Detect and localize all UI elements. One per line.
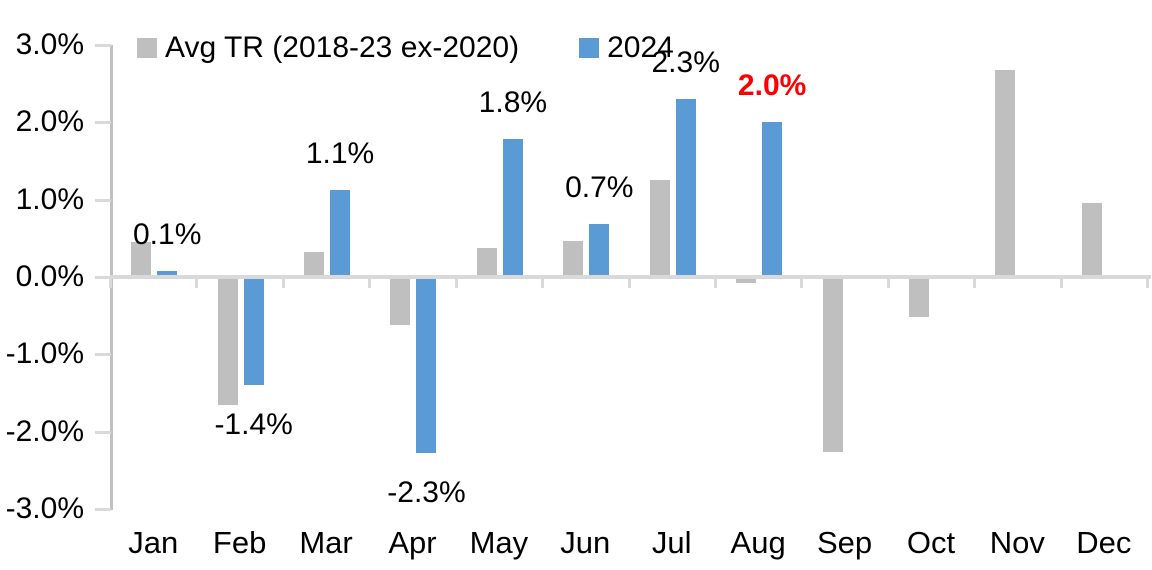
data-label-aug: 2.0% — [737, 69, 807, 103]
bar-avg-apr — [390, 277, 411, 325]
data-label-jan: 0.1% — [133, 217, 202, 251]
legend-swatch-avg-tr — [137, 38, 157, 58]
y-tick-label--3.0%: -3.0% — [5, 491, 84, 525]
x-axis-tick — [1059, 279, 1063, 288]
x-axis-tick — [627, 279, 631, 288]
y-tick-label-0.0%: 0.0% — [15, 260, 84, 293]
x-axis-tick — [1146, 279, 1149, 288]
data-label-jun: 0.7% — [565, 170, 634, 204]
bar-avg-may — [476, 247, 497, 277]
y-tick-label--1.0%: -1.0% — [5, 337, 84, 371]
bar-2024-jan — [157, 270, 178, 277]
data-label-mar: 1.1% — [305, 136, 375, 170]
y-axis-tick — [95, 44, 111, 48]
legend-item-2024: 2024 — [579, 31, 674, 65]
legend-item-avg-tr: Avg TR (2018-23 ex-2020) — [137, 31, 519, 65]
x-tick-label-jan: Jan — [128, 525, 179, 560]
bar-avg-sep — [822, 277, 843, 453]
bar-avg-nov — [995, 69, 1016, 277]
bar-avg-oct — [908, 277, 929, 318]
bar-2024-jul — [675, 99, 696, 277]
data-label-feb: -1.4% — [214, 408, 293, 442]
x-tick-label-oct: Oct — [906, 525, 956, 560]
x-tick-label-nov: Nov — [989, 525, 1045, 560]
y-axis-tick — [95, 121, 111, 125]
x-axis-line — [110, 275, 1151, 279]
x-tick-label-jun: Jun — [560, 525, 611, 560]
bar-2024-feb — [243, 277, 264, 386]
bar-2024-may — [502, 138, 523, 277]
x-tick-label-sep: Sep — [816, 525, 873, 560]
bar-avg-aug — [736, 277, 757, 284]
data-label-apr: -2.3% — [387, 476, 466, 510]
y-tick-label-3.0%: 3.0% — [15, 28, 84, 62]
x-tick-label-jul: Jul — [651, 525, 692, 560]
x-axis-tick — [281, 279, 285, 288]
legend-label-avg-tr: Avg TR (2018-23 ex-2020) — [165, 31, 520, 64]
y-tick-label-1.0%: 1.0% — [15, 182, 84, 216]
x-tick-label-dec: Dec — [1076, 525, 1132, 560]
data-label-may: 1.8% — [478, 85, 548, 119]
bar-2024-mar — [330, 189, 351, 277]
bar-2024-aug — [762, 122, 783, 277]
x-axis-tick — [368, 279, 372, 288]
bar-avg-jan — [131, 242, 152, 277]
x-tick-label-apr: Apr — [388, 525, 437, 560]
x-axis-tick — [454, 279, 458, 288]
x-axis-tick — [800, 279, 804, 288]
x-tick-label-aug: Aug — [730, 525, 786, 560]
bar-avg-jun — [563, 240, 584, 277]
legend-label-2024: 2024 — [607, 31, 674, 64]
y-axis-tick — [95, 430, 111, 434]
y-axis-tick — [95, 353, 111, 357]
legend-swatch-2024 — [579, 38, 600, 58]
chart-legend: Avg TR (2018-23 ex-2020) 2024 — [137, 30, 674, 66]
y-axis-tick — [95, 507, 111, 511]
y-axis-tick — [95, 276, 111, 279]
y-tick-label-2.0%: 2.0% — [15, 105, 84, 139]
x-tick-label-feb: Feb — [212, 525, 267, 560]
x-tick-label-may: May — [469, 525, 529, 560]
x-axis-tick — [195, 279, 199, 288]
data-label-jul: 2.3% — [651, 46, 720, 80]
bar-avg-jul — [649, 180, 670, 277]
x-axis-tick — [541, 279, 545, 288]
x-tick-label-mar: Mar — [299, 525, 353, 560]
bar-avg-feb — [217, 277, 238, 405]
x-axis-tick — [886, 279, 890, 288]
x-axis-tick — [713, 279, 717, 288]
bar-2024-apr — [416, 277, 437, 454]
bar-2024-jun — [589, 223, 610, 277]
bar-avg-dec — [1081, 202, 1102, 277]
y-axis-tick — [95, 198, 111, 202]
bar-avg-mar — [304, 252, 325, 277]
y-tick-label--2.0%: -2.0% — [5, 414, 84, 448]
x-axis-tick — [109, 279, 112, 288]
x-axis-tick — [973, 279, 977, 288]
